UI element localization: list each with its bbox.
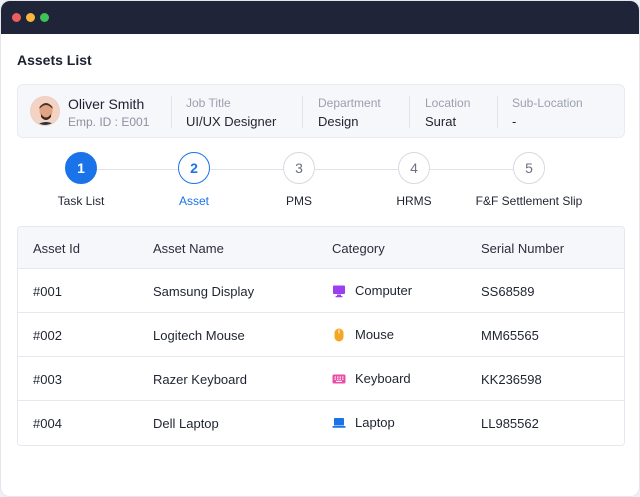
step-number: 1: [65, 152, 97, 184]
keyboard-icon: [332, 374, 346, 383]
job-title-field: Job Title UI/UX Designer: [186, 96, 276, 129]
header-category[interactable]: Category: [332, 241, 385, 256]
step-connector: [97, 169, 178, 170]
step-asset[interactable]: 2 Asset: [124, 152, 264, 208]
sub-location-value: -: [512, 114, 517, 129]
header-asset-name[interactable]: Asset Name: [153, 241, 224, 256]
header-serial-number[interactable]: Serial Number: [481, 241, 565, 256]
job-title-label: Job Title: [186, 96, 231, 110]
divider: [302, 96, 303, 128]
table-row[interactable]: #001 Samsung Display Computer SS68589: [18, 269, 624, 313]
maximize-window-dot[interactable]: [40, 13, 49, 22]
department-label: Department: [318, 96, 381, 110]
step-connector: [315, 169, 398, 170]
location-field: Location Surat: [425, 96, 470, 129]
main-content: Assets List Oliver Smith Emp. ID : E001 …: [1, 34, 639, 496]
step-label: PMS: [285, 194, 312, 208]
step-connector: [430, 169, 513, 170]
serial-number: MM65565: [481, 328, 539, 343]
asset-category: Laptop: [332, 415, 395, 430]
progress-stepper: 1 Task List 2 Asset 3 PMS 4 HRMS 5 F&F S…: [1, 152, 639, 214]
computer-icon: [333, 285, 345, 297]
asset-category: Computer: [332, 283, 412, 298]
window-titlebar: [1, 1, 639, 34]
employee-profile-card: Oliver Smith Emp. ID : E001 Job Title UI…: [17, 84, 625, 138]
category-label: Mouse: [355, 327, 395, 342]
divider: [171, 96, 172, 128]
step-hrms[interactable]: 4 HRMS: [344, 152, 484, 208]
employee-id: Emp. ID : E001: [68, 115, 150, 129]
job-title-value: UI/UX Designer: [186, 114, 277, 129]
table-row[interactable]: #003 Razer Keyboard K: [18, 357, 624, 401]
divider: [409, 96, 410, 128]
avatar-image: [31, 97, 59, 125]
page-title: Assets List: [17, 52, 92, 68]
minimize-window-dot[interactable]: [26, 13, 35, 22]
asset-category: Keyboard: [332, 371, 411, 386]
serial-number: LL985562: [481, 416, 539, 431]
asset-id: #003: [33, 372, 62, 387]
category-label: Computer: [355, 283, 413, 298]
asset-id: #001: [33, 284, 62, 299]
avatar: [30, 96, 60, 126]
sub-location-label: Sub-Location: [512, 96, 583, 110]
category-label: Laptop: [355, 415, 395, 430]
divider: [497, 96, 498, 128]
sub-location-field: Sub-Location -: [512, 96, 583, 129]
serial-number: KK236598: [481, 372, 542, 387]
serial-number: SS68589: [481, 284, 535, 299]
step-connector: [210, 169, 283, 170]
step-task-list[interactable]: 1 Task List: [11, 152, 151, 208]
asset-category: Mouse: [332, 327, 394, 342]
step-label: Asset: [178, 194, 209, 208]
step-number: 2: [178, 152, 210, 184]
table-row[interactable]: #002 Logitech Mouse Mouse MM65565: [18, 313, 624, 357]
asset-name: Razer Keyboard: [153, 372, 247, 387]
asset-name: Samsung Display: [153, 284, 255, 299]
step-ff-settlement-slip[interactable]: 5 F&F Settlement Slip: [459, 152, 599, 208]
laptop-icon: [332, 417, 346, 428]
table-row[interactable]: #004 Dell Laptop Laptop LL985562: [18, 401, 624, 445]
step-number: 4: [398, 152, 430, 184]
step-number: 5: [513, 152, 545, 184]
asset-name: Dell Laptop: [153, 416, 219, 431]
location-value: Surat: [425, 114, 457, 129]
step-label: HRMS: [396, 194, 432, 208]
department-value: Design: [318, 114, 359, 129]
step-label: Task List: [57, 194, 105, 208]
step-label: F&F Settlement Slip: [475, 194, 583, 208]
assets-table: Asset Id Asset Name Category Serial Numb…: [17, 226, 625, 446]
department-field: Department Design: [318, 96, 381, 129]
close-window-dot[interactable]: [12, 13, 21, 22]
asset-name: Logitech Mouse: [153, 328, 245, 343]
table-header: Asset Id Asset Name Category Serial Numb…: [18, 227, 624, 269]
header-asset-id[interactable]: Asset Id: [33, 241, 80, 256]
category-label: Keyboard: [355, 371, 411, 386]
mouse-icon: [334, 328, 344, 341]
asset-id: #004: [33, 416, 62, 431]
step-number: 3: [283, 152, 315, 184]
asset-id: #002: [33, 328, 62, 343]
step-pms[interactable]: 3 PMS: [229, 152, 369, 208]
employee-name: Oliver Smith: [68, 96, 145, 112]
location-label: Location: [425, 96, 471, 110]
